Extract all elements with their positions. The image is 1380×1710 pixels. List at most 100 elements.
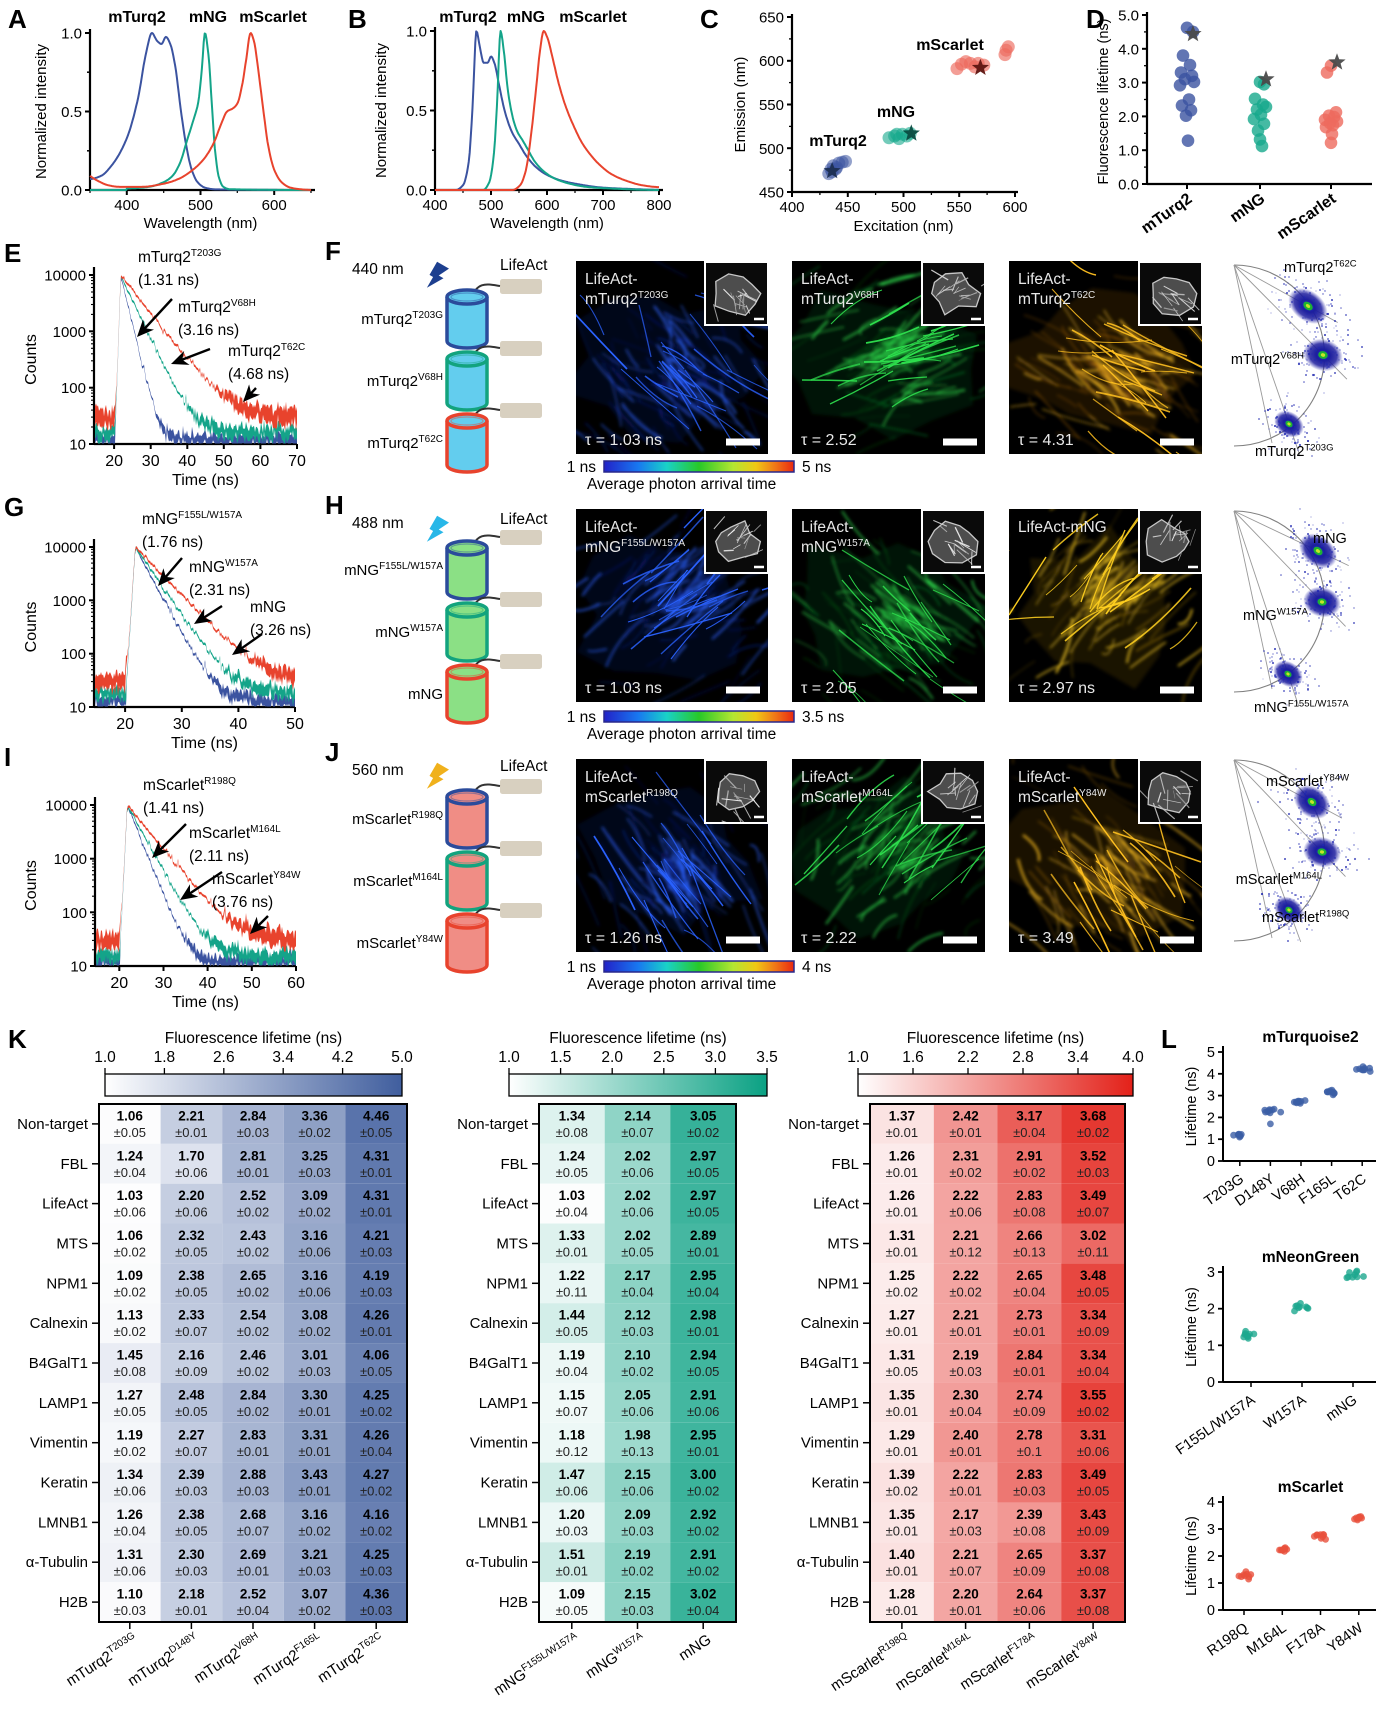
svg-text:±0.05: ±0.05 <box>687 1165 719 1180</box>
svg-text:3.43: 3.43 <box>301 1467 328 1482</box>
svg-text:3.68: 3.68 <box>1080 1109 1107 1124</box>
svg-text:2.89: 2.89 <box>690 1228 716 1243</box>
svg-text:±0.05: ±0.05 <box>360 1125 392 1140</box>
svg-text:NPM1: NPM1 <box>817 1275 859 1292</box>
svg-text:2.65: 2.65 <box>1016 1268 1043 1283</box>
svg-text:3.36: 3.36 <box>301 1109 328 1124</box>
svg-text:mTurq2: mTurq2 <box>108 9 166 26</box>
svg-text:±0.04: ±0.04 <box>114 1524 146 1539</box>
svg-text:±0.03: ±0.03 <box>114 1603 146 1618</box>
svg-text:mNeonGreen: mNeonGreen <box>1262 1249 1359 1266</box>
svg-text:2.21: 2.21 <box>952 1228 979 1243</box>
svg-text:500: 500 <box>891 199 916 216</box>
svg-text:±0.01: ±0.01 <box>556 1563 588 1578</box>
svg-text:3.34: 3.34 <box>1080 1348 1107 1363</box>
svg-text:488 nm: 488 nm <box>352 515 404 532</box>
svg-text:±0.01: ±0.01 <box>886 1324 918 1339</box>
svg-text:0.0: 0.0 <box>1118 177 1139 194</box>
svg-text:±0.08: ±0.08 <box>1013 1524 1045 1539</box>
svg-text:1.33: 1.33 <box>559 1228 586 1243</box>
svg-text:3.34: 3.34 <box>1080 1308 1107 1323</box>
svg-text:mScarlet: mScarlet <box>559 9 627 26</box>
svg-text:±0.02: ±0.02 <box>298 1603 330 1618</box>
svg-text:2.30: 2.30 <box>178 1547 204 1562</box>
svg-text:0.5: 0.5 <box>61 104 82 121</box>
svg-text:1.0: 1.0 <box>406 24 427 41</box>
svg-text:10: 10 <box>70 959 87 976</box>
svg-text:±0.02: ±0.02 <box>237 1205 269 1220</box>
svg-text:600: 600 <box>534 197 559 214</box>
svg-text:2.73: 2.73 <box>1016 1308 1043 1323</box>
svg-text:10: 10 <box>69 437 86 454</box>
svg-text:3.16: 3.16 <box>301 1268 328 1283</box>
svg-text:±0.06: ±0.06 <box>687 1404 719 1419</box>
svg-text:±0.06: ±0.06 <box>621 1205 653 1220</box>
svg-text:±0.05: ±0.05 <box>1077 1484 1109 1499</box>
svg-text:30: 30 <box>173 716 191 733</box>
svg-text:1.10: 1.10 <box>117 1587 143 1602</box>
svg-text:Non-target: Non-target <box>788 1116 860 1133</box>
svg-text:±0.11: ±0.11 <box>556 1284 587 1299</box>
svg-text:Fluorescence lifetime (ns): Fluorescence lifetime (ns) <box>549 1030 726 1047</box>
svg-text:4.25: 4.25 <box>363 1547 390 1562</box>
svg-text:3.49: 3.49 <box>1080 1188 1106 1203</box>
svg-text:±0.05: ±0.05 <box>621 1245 653 1260</box>
svg-text:±0.1: ±0.1 <box>1017 1444 1042 1459</box>
svg-text:mNG: mNG <box>507 9 545 26</box>
svg-text:4.2: 4.2 <box>332 1049 354 1066</box>
svg-text:±0.03: ±0.03 <box>1013 1484 1045 1499</box>
svg-text:2.02: 2.02 <box>624 1228 650 1243</box>
svg-text:±0.01: ±0.01 <box>360 1205 392 1220</box>
svg-text:1.15: 1.15 <box>559 1387 586 1402</box>
svg-text:Counts: Counts <box>23 334 40 385</box>
svg-text:±0.01: ±0.01 <box>886 1603 918 1618</box>
svg-text:±0.02: ±0.02 <box>949 1284 981 1299</box>
svg-text:0: 0 <box>1207 1154 1215 1170</box>
svg-text:α-Tubulin: α-Tubulin <box>26 1554 88 1571</box>
svg-text:mNG: mNG <box>877 104 915 121</box>
svg-text:±0.04: ±0.04 <box>687 1603 719 1618</box>
svg-text:(1.41 ns): (1.41 ns) <box>143 800 204 817</box>
svg-text:±0.06: ±0.06 <box>621 1165 653 1180</box>
svg-text:±0.04: ±0.04 <box>114 1165 146 1180</box>
svg-text:2.22: 2.22 <box>952 1188 978 1203</box>
svg-text:1.8: 1.8 <box>154 1049 176 1066</box>
svg-text:H2B: H2B <box>499 1594 528 1611</box>
svg-text:L: L <box>1161 1024 1177 1054</box>
svg-text:4.27: 4.27 <box>363 1467 389 1482</box>
svg-text:Lifetime (ns): Lifetime (ns) <box>1184 1516 1200 1596</box>
svg-text:±0.01: ±0.01 <box>298 1484 330 1499</box>
svg-text:B: B <box>348 4 367 34</box>
svg-text:1: 1 <box>1207 1576 1215 1592</box>
svg-text:±0.07: ±0.07 <box>1077 1205 1109 1220</box>
svg-text:1.28: 1.28 <box>889 1587 916 1602</box>
svg-text:1.06: 1.06 <box>117 1228 144 1243</box>
svg-text:±0.01: ±0.01 <box>687 1245 719 1260</box>
svg-text:3.21: 3.21 <box>301 1547 328 1562</box>
svg-text:FBL: FBL <box>500 1156 528 1173</box>
svg-text:Calnexin: Calnexin <box>30 1315 88 1332</box>
svg-text:1.37: 1.37 <box>889 1109 915 1124</box>
svg-text:mScarlet: mScarlet <box>239 9 307 26</box>
svg-text:2.48: 2.48 <box>178 1387 205 1402</box>
svg-text:1.27: 1.27 <box>889 1308 915 1323</box>
svg-text:±0.06: ±0.06 <box>114 1563 146 1578</box>
svg-text:3.37: 3.37 <box>1080 1587 1106 1602</box>
svg-text:Calnexin: Calnexin <box>801 1315 859 1332</box>
svg-text:±0.04: ±0.04 <box>556 1205 588 1220</box>
svg-text:±0.01: ±0.01 <box>949 1125 981 1140</box>
svg-text:(3.26 ns): (3.26 ns) <box>250 622 311 639</box>
svg-text:2.32: 2.32 <box>178 1228 204 1243</box>
svg-text:LifeAct: LifeAct <box>500 758 548 775</box>
svg-text:±0.06: ±0.06 <box>621 1484 653 1499</box>
svg-text:2.15: 2.15 <box>624 1587 651 1602</box>
svg-text:±0.01: ±0.01 <box>687 1444 719 1459</box>
svg-text:H2B: H2B <box>59 1594 88 1611</box>
svg-text:Calnexin: Calnexin <box>470 1315 528 1332</box>
svg-text:±0.03: ±0.03 <box>360 1284 392 1299</box>
svg-text:LifeAct-: LifeAct- <box>1018 769 1071 786</box>
svg-text:2.20: 2.20 <box>952 1587 978 1602</box>
svg-text:Wavelength (nm): Wavelength (nm) <box>144 215 258 232</box>
svg-text:2.91: 2.91 <box>690 1547 717 1562</box>
svg-text:2.30: 2.30 <box>952 1387 978 1402</box>
